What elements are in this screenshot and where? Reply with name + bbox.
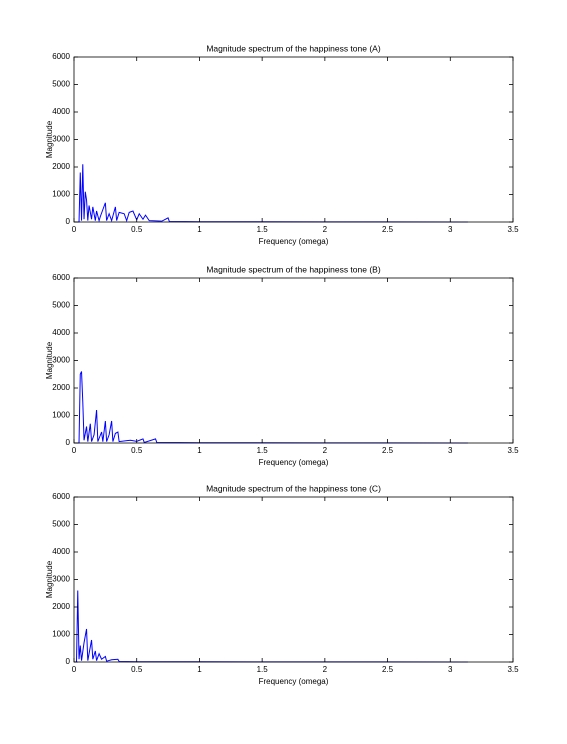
x-tick-label: 0 [72,665,77,674]
chart-title: Magnitude spectrum of the happiness tone… [206,43,381,53]
plot-area [74,278,513,443]
y-tick-label: 3000 [52,356,70,365]
x-tick-label: 0 [72,225,77,234]
x-tick-label: 2 [323,225,328,234]
spectrum-line [74,371,468,444]
y-tick-label: 6000 [52,52,70,61]
x-tick-label: 2 [323,446,328,455]
spectrum-line [74,164,468,223]
x-tick-label: 1 [197,665,202,674]
x-tick-label: 2.5 [382,225,394,234]
y-tick-label: 3000 [52,575,70,584]
x-tick-label: 2 [323,665,328,674]
subplot: 0 0.5 1 1.5 2 2.5 3 3.5 0 1000 2000 3000 4000 5000 600… [45,264,519,467]
x-tick-label: 1.5 [257,665,269,674]
plot-area [74,497,513,662]
x-tick-label: 3.5 [507,446,519,455]
y-tick-label: 4000 [52,328,70,337]
y-tick-label: 2000 [52,383,70,392]
x-axis-label: Frequency (omega) [259,237,329,246]
y-tick-label: 0 [66,657,71,666]
y-tick-label: 1000 [52,630,70,639]
y-tick-label: 4000 [52,107,70,116]
y-axis-label: Magnitude [45,560,54,598]
x-tick-label: 3.5 [507,225,519,234]
x-tick-label: 1 [197,446,202,455]
y-axis-label: Magnitude [45,120,54,158]
subplot: 0 0.5 1 1.5 2 2.5 3 3.5 0 1000 2000 3000 4000 5000 600… [45,43,519,246]
chart-title: Magnitude spectrum of the happiness tone… [206,264,381,274]
x-tick-label: 0 [72,446,77,455]
x-tick-label: 3 [448,225,453,234]
subplot: 0 0.5 1 1.5 2 2.5 3 3.5 0 1000 2000 3000 4000 5000 600… [45,483,519,686]
x-tick-label: 1.5 [257,225,269,234]
y-tick-label: 5000 [52,520,70,529]
y-axis-label: Magnitude [45,341,54,379]
x-tick-label: 3.5 [507,665,519,674]
chart-title: Magnitude spectrum of the happiness tone… [206,483,381,493]
y-tick-label: 2000 [52,162,70,171]
x-tick-label: 3 [448,665,453,674]
plot-area [74,57,513,222]
y-tick-label: 5000 [52,80,70,89]
y-tick-label: 0 [66,217,71,226]
y-tick-label: 6000 [52,273,70,282]
x-axis-label: Frequency (omega) [259,677,329,686]
y-tick-label: 3000 [52,135,70,144]
x-tick-label: 0.5 [131,665,143,674]
x-tick-label: 2.5 [382,665,394,674]
x-axis-label: Frequency (omega) [259,458,329,467]
spectrum-line [74,590,468,663]
y-tick-label: 1000 [52,190,70,199]
y-tick-label: 1000 [52,411,70,420]
x-tick-label: 0.5 [131,446,143,455]
y-tick-label: 0 [66,438,71,447]
x-tick-label: 1.5 [257,446,269,455]
y-tick-label: 4000 [52,547,70,556]
y-tick-label: 6000 [52,492,70,501]
x-tick-label: 0.5 [131,225,143,234]
x-tick-label: 2.5 [382,446,394,455]
y-tick-label: 2000 [52,602,70,611]
y-tick-label: 5000 [52,301,70,310]
x-tick-label: 1 [197,225,202,234]
x-tick-label: 3 [448,446,453,455]
